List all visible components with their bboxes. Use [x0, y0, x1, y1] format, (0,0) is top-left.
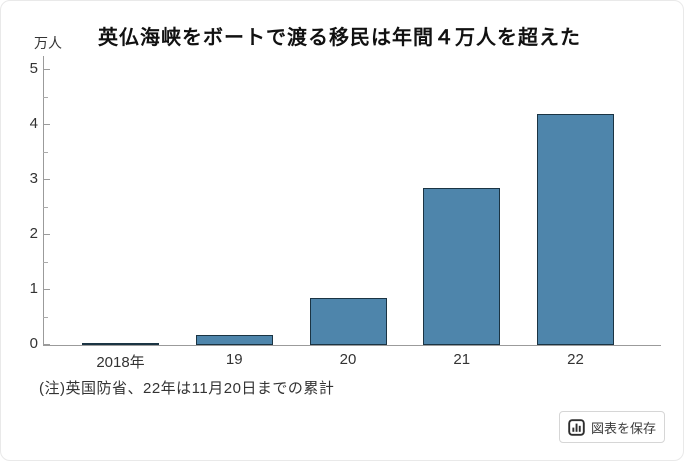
y-tick	[43, 234, 50, 235]
y-minor-tick	[43, 151, 48, 153]
save-chart-button-label: 図表を保存	[590, 420, 656, 436]
y-tick-label: 1	[29, 280, 38, 297]
bar-chart-icon	[568, 418, 585, 436]
bar-22	[537, 114, 614, 345]
chart-title: 英仏海峡をボートで渡る移民は年間４万人を超えた	[98, 27, 581, 49]
source-note: (注)英国防省、22年は11月20日までの累計	[39, 380, 335, 397]
y-tick	[43, 289, 50, 290]
y-minor-tick	[43, 316, 48, 318]
bar-2018年	[82, 343, 159, 345]
bar-19	[195, 335, 273, 345]
y-tick-label: 3	[29, 170, 38, 187]
x-tick-label: 20	[339, 351, 357, 368]
y-tick-label: 5	[29, 60, 38, 77]
x-tick-label: 2018年	[96, 354, 145, 371]
y-tick	[43, 179, 50, 180]
y-minor-tick	[43, 96, 48, 98]
y-axis-line	[43, 56, 44, 345]
y-tick-label: 4	[29, 115, 38, 132]
y-tick	[43, 124, 50, 125]
x-tick-label: 22	[567, 351, 584, 368]
x-tick-label: 19	[225, 351, 243, 368]
save-chart-button[interactable]: 図表を保存	[559, 411, 665, 443]
y-tick-label: 0	[29, 335, 38, 352]
bar-20	[309, 298, 387, 345]
y-axis-unit-label: 万人	[34, 35, 62, 51]
y-tick	[43, 344, 50, 345]
x-axis-line	[43, 345, 661, 346]
x-tick-label: 21	[453, 351, 471, 368]
y-minor-tick	[43, 206, 48, 208]
bar-21	[423, 188, 501, 345]
y-tick-label: 2	[29, 225, 38, 242]
y-tick	[43, 69, 50, 70]
y-minor-tick	[43, 261, 48, 263]
